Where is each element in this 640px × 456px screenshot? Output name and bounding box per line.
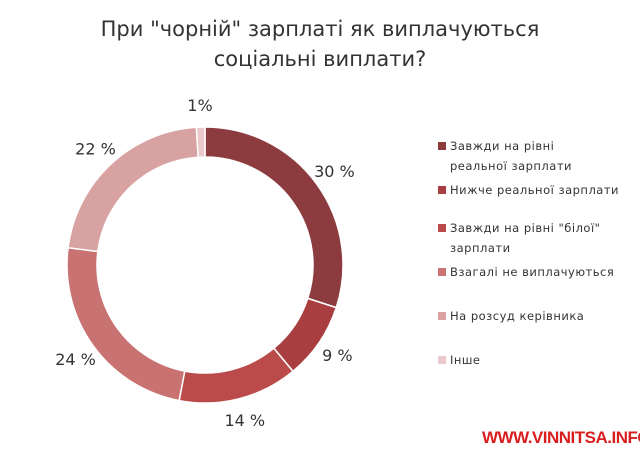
data-label: 9 %: [322, 346, 352, 365]
data-label: 22 %: [75, 139, 116, 158]
legend-label: Інше: [450, 353, 481, 367]
donut-slice: [195, 126, 206, 159]
legend-item: На розсуд керівника: [438, 306, 640, 326]
data-label: 14 %: [224, 411, 265, 430]
legend-swatch: [438, 224, 446, 232]
legend-item: Взагалі не виплачуються: [438, 262, 640, 282]
legend-swatch: [438, 356, 446, 364]
legend-label: На розсуд керівника: [450, 309, 585, 323]
legend-label: Взагалі не виплачуються: [450, 265, 615, 279]
data-label: 24 %: [55, 350, 96, 369]
legend-item: Інше: [438, 350, 640, 370]
title-line-2: соціальні виплати?: [213, 47, 427, 71]
legend-swatch: [438, 186, 446, 194]
donut-slice: [178, 347, 295, 404]
data-label: 30 %: [314, 162, 355, 181]
legend-item: Завжди на рівні реальної зарплати: [438, 136, 615, 176]
data-label: 1%: [187, 96, 212, 115]
watermark: WWW.VINNITSA.INFO: [482, 428, 640, 447]
legend-item: Завжди на рівні "білої" зарплати: [438, 218, 615, 258]
legend-label: Завжди на рівні "білої" зарплати: [450, 221, 601, 255]
legend: Завжди на рівні реальної зарплати Нижче р…: [438, 136, 638, 370]
legend-swatch: [438, 142, 446, 150]
legend-label: Нижче реальної зарплати: [450, 183, 620, 197]
donut-slice: [204, 126, 344, 309]
legend-item: Нижче реальної зарплати: [438, 180, 640, 200]
title-line-1: При "чорній" зарплаті як виплачуються: [100, 17, 540, 41]
legend-swatch: [438, 268, 446, 276]
legend-label: Завжди на рівні реальної зарплати: [450, 139, 573, 173]
donut-slice: [66, 246, 186, 402]
legend-swatch: [438, 312, 446, 320]
donut-chart: 30 % 9 % 14 % 24 % 22 % 1%: [55, 96, 355, 430]
chart-title: При "чорній" зарплаті як виплачуються со…: [0, 14, 640, 74]
